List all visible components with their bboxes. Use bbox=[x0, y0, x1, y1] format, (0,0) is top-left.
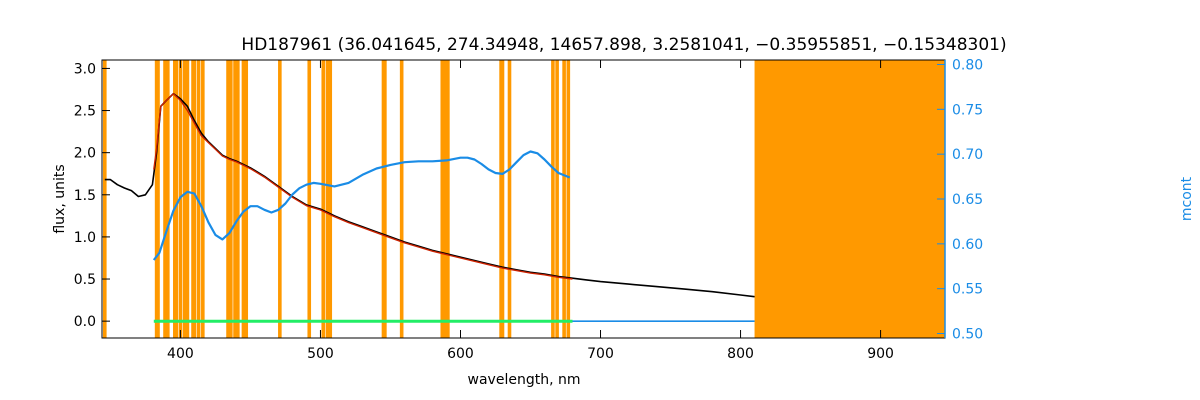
series-group bbox=[104, 92, 755, 323]
masked-line bbox=[241, 60, 246, 338]
y-tick-label: 1.5 bbox=[74, 188, 96, 204]
masked-line bbox=[166, 60, 170, 338]
masked-line bbox=[507, 60, 512, 338]
mask-band-group bbox=[754, 60, 945, 338]
x-tick-label: 700 bbox=[587, 346, 614, 362]
y-tick-label: 1.0 bbox=[74, 230, 96, 246]
masked-line bbox=[229, 60, 233, 338]
y-axis-left: 0.0 0.5 1.0 1.5 2.0 2.5 3.0 bbox=[74, 61, 110, 330]
y-tick-label: 2.0 bbox=[74, 146, 96, 162]
masked-line bbox=[566, 60, 571, 338]
y-right-tick-label: 0.55 bbox=[952, 282, 983, 298]
masked-line bbox=[201, 60, 205, 338]
masked-line bbox=[321, 60, 326, 338]
masked-line bbox=[307, 60, 312, 338]
x-tick-label: 900 bbox=[867, 346, 894, 362]
masked-line bbox=[192, 60, 197, 338]
masked-line bbox=[236, 60, 240, 338]
mask-lines-group bbox=[103, 60, 571, 338]
masked-line bbox=[500, 60, 505, 338]
x-tick-label: 600 bbox=[447, 346, 474, 362]
masked-band bbox=[754, 60, 945, 338]
y-axis-right-title: mcont bbox=[1179, 176, 1195, 221]
y-tick-label: 2.5 bbox=[74, 104, 96, 120]
masked-line bbox=[182, 60, 187, 338]
masked-line bbox=[103, 60, 107, 338]
masked-line bbox=[383, 60, 387, 338]
x-tick-label: 800 bbox=[727, 346, 754, 362]
x-axis-title: wavelength, nm bbox=[468, 372, 581, 388]
masked-line bbox=[325, 60, 330, 338]
continuum-line bbox=[152, 150, 571, 261]
y-right-tick-label: 0.70 bbox=[952, 147, 983, 163]
y-tick-label: 3.0 bbox=[74, 61, 96, 77]
masked-line bbox=[174, 60, 179, 338]
x-axis: 400 500 600 700 800 900 bbox=[167, 60, 894, 362]
masked-line bbox=[551, 60, 555, 338]
x-tick-label: 400 bbox=[167, 346, 194, 362]
masked-line bbox=[555, 60, 559, 338]
masked-line bbox=[233, 60, 237, 338]
masked-line bbox=[156, 60, 160, 338]
y-right-tick-label: 0.65 bbox=[952, 192, 983, 208]
y-axis-title: flux, units bbox=[52, 164, 68, 233]
y-right-tick-label: 0.80 bbox=[952, 57, 983, 73]
masked-line bbox=[328, 60, 333, 338]
y-right-tick-label: 0.50 bbox=[952, 327, 983, 343]
masked-line bbox=[562, 60, 566, 338]
model-spectrum-line bbox=[153, 92, 573, 280]
masked-line bbox=[226, 60, 230, 338]
chart-title: HD187961 (36.041645, 274.34948, 14657.89… bbox=[241, 35, 1006, 55]
masked-line bbox=[244, 60, 249, 338]
masked-line bbox=[446, 60, 450, 338]
masked-line bbox=[163, 60, 167, 338]
masked-line bbox=[278, 60, 282, 338]
y-tick-label: 0.5 bbox=[74, 272, 96, 288]
y-axis-right: 0.50 0.55 0.60 0.65 0.70 0.75 0.80 bbox=[937, 57, 983, 343]
x-tick-label: 500 bbox=[307, 346, 334, 362]
y-right-tick-label: 0.60 bbox=[952, 237, 983, 253]
masked-line bbox=[441, 60, 446, 338]
masked-line bbox=[185, 60, 190, 338]
masked-line bbox=[399, 60, 404, 338]
y-right-tick-label: 0.75 bbox=[952, 102, 983, 118]
y-tick-label: 0.0 bbox=[74, 314, 96, 330]
